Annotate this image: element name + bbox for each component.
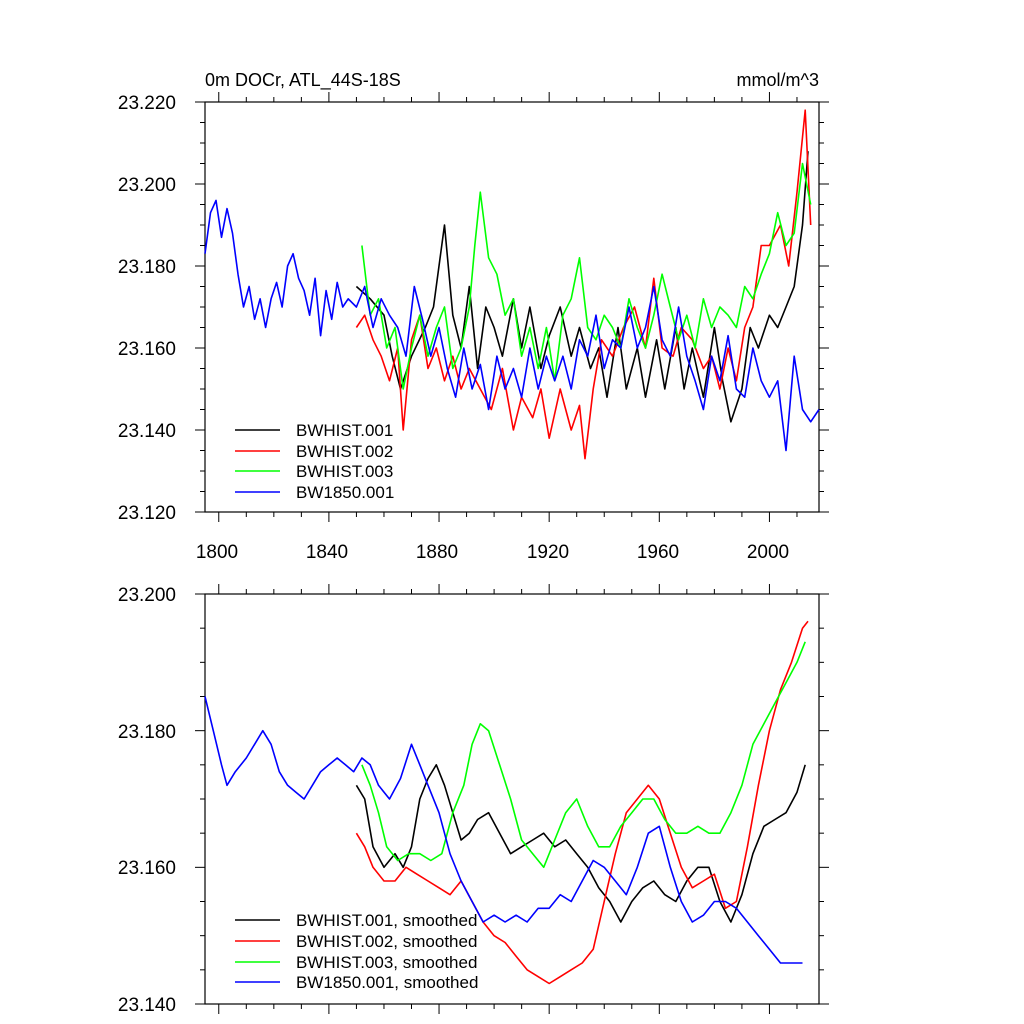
bottom-legend-label: BWHIST.002, smoothed: [296, 932, 477, 951]
bottom-series-line: [355, 763, 806, 923]
top-plot-units: mmol/m^3: [737, 70, 819, 90]
top-x-tick-label: 2000: [747, 542, 789, 563]
top-y-tick-label: 23.120: [118, 503, 176, 524]
bottom-series-line: [355, 620, 809, 985]
top-x-tick-label: 1800: [196, 542, 238, 563]
bottom-legend-label: BW1850.001, smoothed: [296, 973, 478, 992]
bottom-y-tick-label: 23.200: [118, 585, 176, 606]
top-plot-title: 0m DOCr, ATL_44S-18S: [205, 70, 401, 91]
top-series-line: [204, 199, 820, 452]
top-y-tick-label: 23.160: [118, 339, 176, 360]
top-x-tick-label: 1880: [416, 542, 458, 563]
top-series-line: [361, 162, 812, 390]
bottom-legend-label: BWHIST.003, smoothed: [296, 953, 477, 972]
bottom-y-tick-label: 23.180: [118, 722, 176, 743]
top-x-tick-label: 1920: [527, 542, 569, 563]
bottom-y-tick-label: 23.140: [118, 995, 176, 1016]
top-y-tick-label: 23.140: [118, 421, 176, 442]
top-y-tick-label: 23.220: [118, 93, 176, 114]
bottom-legend-label: BWHIST.001, smoothed: [296, 911, 477, 930]
top-x-tick-label: 1960: [637, 542, 679, 563]
top-y-tick-label: 23.180: [118, 257, 176, 278]
bottom-y-tick-label: 23.160: [118, 858, 176, 879]
bottom-series-line: [361, 641, 806, 869]
top-series-line: [355, 151, 809, 423]
top-series-line: [355, 109, 812, 460]
top-legend-label: BW1850.001: [296, 483, 394, 502]
bottom-series-line: [204, 696, 803, 964]
top-y-tick-label: 23.200: [118, 175, 176, 196]
top-legend-label: BWHIST.001: [296, 421, 393, 440]
top-legend-label: BWHIST.003: [296, 462, 393, 481]
top-x-tick-label: 1840: [306, 542, 348, 563]
top-legend-label: BWHIST.002: [296, 442, 393, 461]
